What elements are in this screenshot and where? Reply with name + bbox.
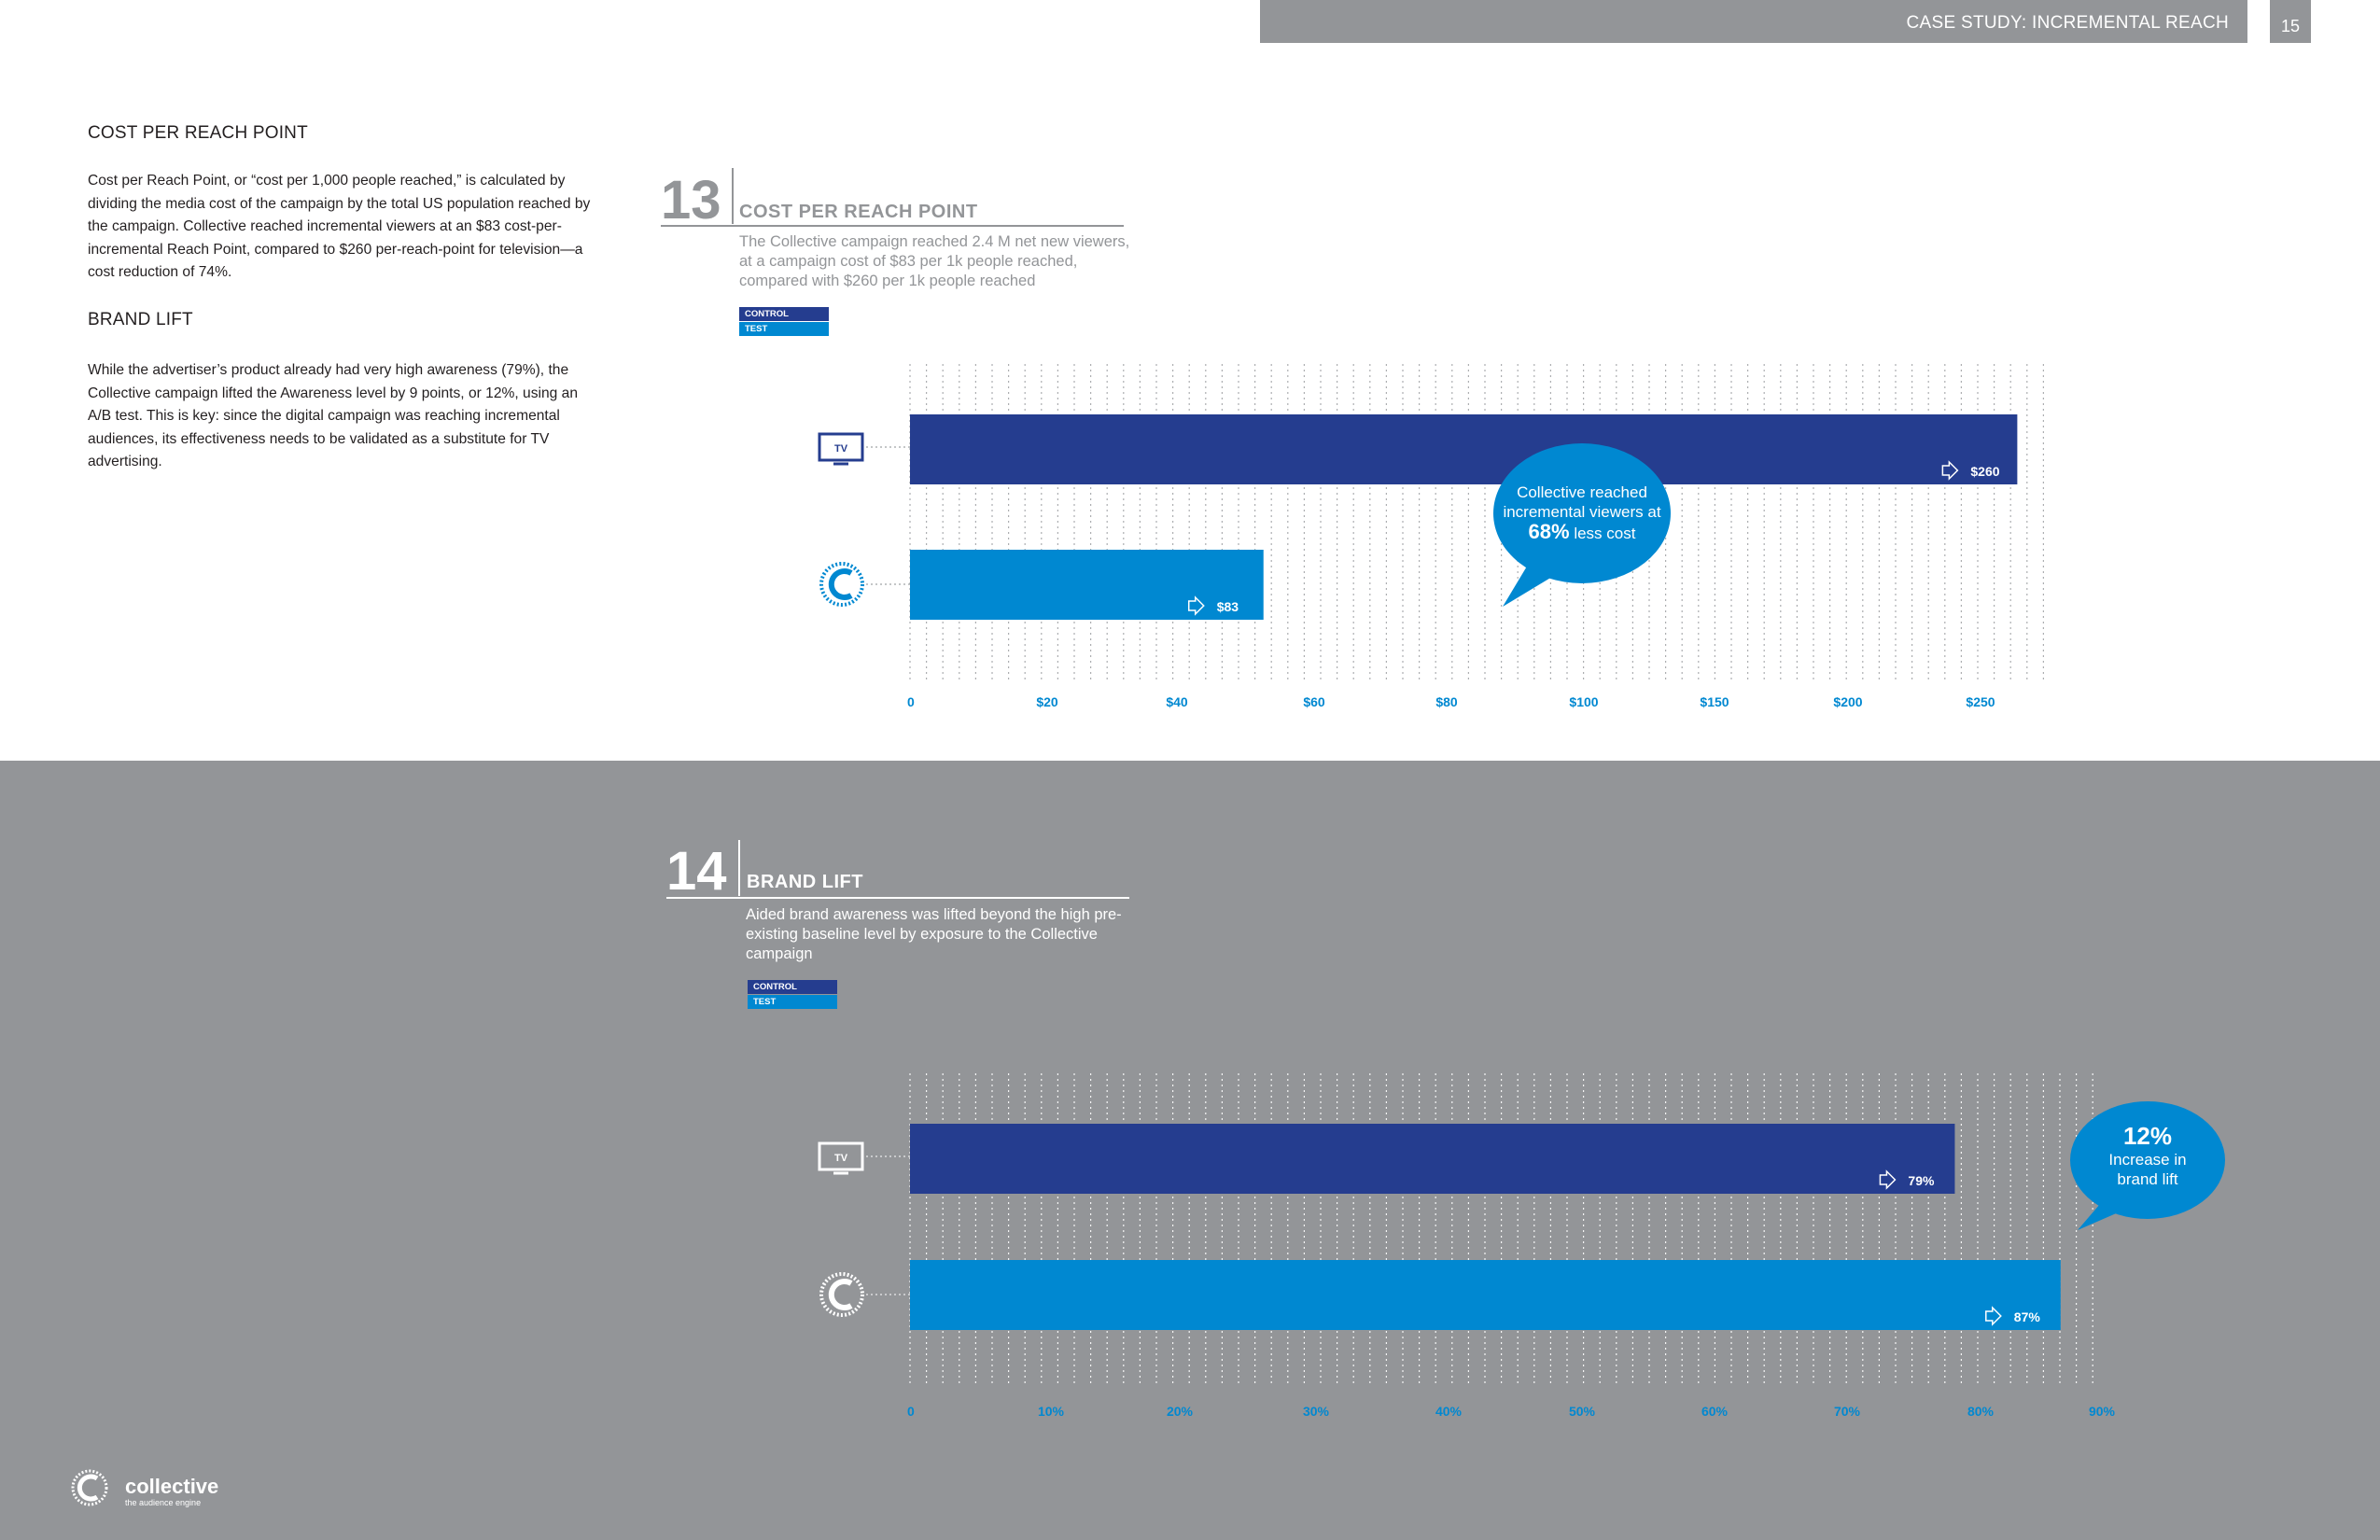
callout-cost-post: less cost [1574,525,1636,542]
header-title: CASE STUDY: INCREMENTAL REACH [1906,13,2229,33]
callout-lift-highlight: 12% [2122,1122,2173,1150]
x-tick-label: 0 [907,1404,915,1419]
x-tick-label: $60 [1303,694,1325,709]
bar-value-label: $260 [1970,464,1999,479]
figure-13-divider [732,168,734,224]
tv-icon [818,1141,864,1171]
bar-collective [910,1260,2061,1330]
cost-per-reach-body: Cost per Reach Point, or “cost per 1,000… [88,173,591,280]
callout-lift-post: Increase in brand lift [2108,1151,2187,1188]
collective-logo-icon [819,562,864,607]
arrow-icon [1879,1169,1897,1190]
figure-14-underline [666,897,1129,899]
x-tick-label: $20 [1036,694,1058,709]
x-tick-label: 50% [1569,1404,1596,1419]
x-tick-label: $250 [1966,694,1995,709]
figure-13-underline [661,225,1124,227]
legend-control: CONTROL [739,307,829,321]
logo-tagline: the audience engine [125,1498,202,1507]
legend-test: TEST [739,322,829,336]
tv-icon-label: TV [834,443,848,455]
collective-logo-c [828,568,853,600]
bar-tv [910,1124,1955,1194]
x-tick-label: 40% [1435,1404,1463,1419]
page-number: 15 [2270,0,2311,43]
figure-14-subtitle: Aided brand awareness was lifted beyond … [746,906,1122,962]
bar-collective [910,550,1264,620]
figure-14-divider [738,840,740,896]
callout-bubble-cost: Collective reached incremental viewers a… [1493,443,1671,583]
collective-logo-icon [71,1469,108,1506]
figure-14-title: BRAND LIFT [747,872,863,892]
collective-logo-c [828,1279,853,1310]
figure-14-legend: CONTROL TEST [748,980,837,1010]
figure-14-number: 14 [666,841,727,902]
figure-13-title: COST PER REACH POINT [739,202,978,222]
tv-icon-label: TV [834,1153,848,1164]
cost-per-reach-heading: COST PER REACH POINT [88,123,308,143]
arrow-icon [1985,1306,2002,1326]
x-tick-label: $150 [1700,694,1729,709]
figure-13-subtitle: The Collective campaign reached 2.4 M ne… [739,233,1130,289]
collective-logo: collective the audience engine [69,1467,218,1513]
bar-value-label: 87% [2014,1309,2041,1324]
x-tick-label: 30% [1303,1404,1330,1419]
x-tick-label: 80% [1967,1404,1995,1419]
x-tick-label: 60% [1701,1404,1729,1419]
x-tick-label: 70% [1834,1404,1861,1419]
figure-13-legend: CONTROL TEST [739,307,829,337]
figure-13-number: 13 [661,170,721,231]
x-tick-label: 0 [907,694,915,709]
x-tick-label: $200 [1833,694,1862,709]
collective-logo-icon [819,1272,864,1317]
x-tick-label: 90% [2089,1404,2116,1419]
legend-control: CONTROL [748,980,837,994]
logo-name: collective [125,1475,219,1498]
x-tick-label: 10% [1038,1404,1065,1419]
brand-lift-heading: BRAND LIFT [88,310,193,329]
bar-value-label: 79% [1908,1173,1935,1188]
bar-value-label: $83 [1217,599,1239,614]
x-tick-label: 20% [1167,1404,1194,1419]
callout-cost-highlight: 68% [1528,520,1570,543]
brand-lift-body: While the advertiser’s product already h… [88,362,579,469]
header-bar: CASE STUDY: INCREMENTAL REACH [1260,0,2247,43]
x-tick-label: $40 [1166,694,1188,709]
bar-tv [910,414,2018,484]
x-tick-label: $100 [1569,694,1598,709]
arrow-icon [1187,595,1205,616]
tv-icon [818,432,864,462]
callout-bubble-lift: 12% Increase in brand lift [2070,1101,2225,1219]
x-tick-label: $80 [1435,694,1458,709]
arrow-icon [1941,460,1959,481]
callout-cost-pre: Collective reached incremental viewers a… [1503,483,1661,521]
legend-test: TEST [748,995,837,1009]
